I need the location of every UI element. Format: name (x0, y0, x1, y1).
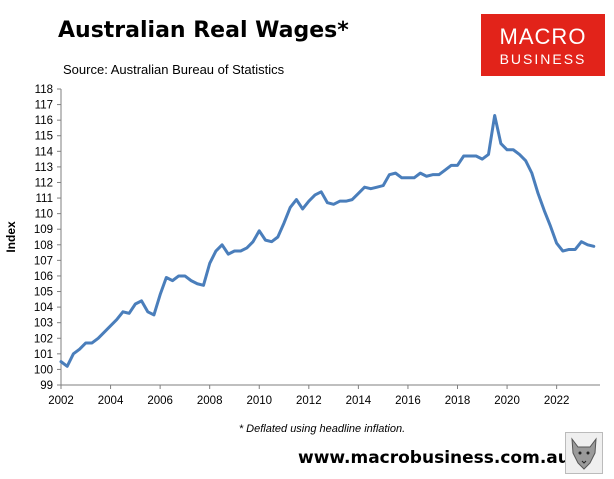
y-tick-label: 103 (34, 318, 53, 330)
line-chart: 99 100 101 102 103 104 105 106 107 108 109 110 111 11… (4, 84, 600, 407)
logo-line-1: MACRO (499, 24, 587, 49)
x-tick-label: 2004 (98, 395, 124, 407)
chart-plot-area (59, 113, 596, 368)
footnote: * Deflated using headline inflation. (238, 423, 406, 435)
y-tick-label: 102 (34, 333, 53, 345)
website-url[interactable]: www.macrobusiness.com.au (298, 448, 570, 468)
chart-title: Australian Real Wages* (58, 18, 349, 43)
y-tick-label: 116 (35, 115, 53, 127)
macrobusiness-logo: MACRO BUSINESS (481, 14, 605, 76)
y-tick-label: 118 (35, 84, 53, 96)
y-tick-label: 109 (34, 224, 53, 236)
y-tick-label: 111 (36, 193, 53, 205)
y-tick-label: 113 (35, 162, 53, 174)
x-tick-label: 2014 (346, 395, 372, 407)
x-tick-label: 2012 (296, 395, 322, 407)
x-tick-label: 2006 (147, 395, 173, 407)
source-note: Source: Australian Bureau of Statistics (63, 62, 285, 77)
y-tick-label: 100 (34, 364, 53, 376)
x-tick-label: 2018 (445, 395, 471, 407)
x-tick-label: 2010 (246, 395, 272, 407)
x-tick-label: 2008 (197, 395, 223, 407)
y-tick-label: 117 (35, 100, 53, 112)
series-line (59, 113, 596, 368)
x-tick-label: 2020 (494, 395, 520, 407)
x-tick-label: 2022 (544, 395, 570, 407)
y-tick-label: 115 (35, 131, 53, 143)
y-tick-label: 108 (34, 240, 53, 252)
y-tick-label: 106 (34, 271, 53, 283)
y-tick-label: 101 (34, 349, 53, 361)
y-tick-label: 110 (35, 209, 53, 221)
y-tick-label: 107 (34, 255, 53, 267)
y-axis-label: Index (4, 221, 18, 253)
y-tick-label: 114 (35, 146, 54, 158)
y-tick-label: 99 (40, 380, 53, 392)
y-tick-label: 105 (34, 287, 53, 299)
chart-axes: 99 100 101 102 103 104 105 106 107 108 109 110 111 11… (4, 84, 600, 407)
y-tick-label: 112 (35, 177, 53, 189)
wolf-mascot-icon (565, 432, 603, 474)
logo-line-2: BUSINESS (499, 51, 587, 67)
y-tick-label: 104 (34, 302, 54, 314)
x-tick-label: 2002 (48, 395, 74, 407)
x-tick-label: 2016 (395, 395, 421, 407)
